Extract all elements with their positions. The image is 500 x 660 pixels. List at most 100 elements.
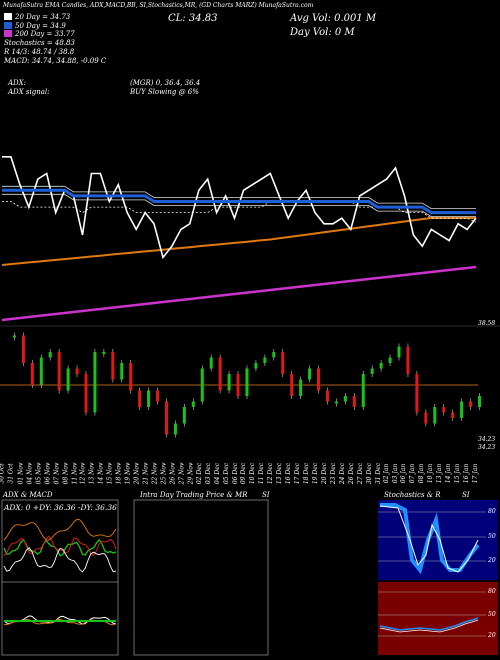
candle-body <box>21 335 25 363</box>
candle-body <box>129 363 133 391</box>
legend-swatch <box>4 30 12 38</box>
candle-body <box>93 352 97 413</box>
r-line <box>379 617 479 631</box>
candle-body <box>75 368 79 374</box>
header-line: MunafaSutra EMA Candles, ADX,MACD,BB, SI… <box>3 2 314 9</box>
legend-label: R 14/3: 48.74 / 38.8 <box>4 47 75 56</box>
legend-item: 20 Day = 34.73 <box>4 13 70 21</box>
orange-ma-line <box>1 217 476 266</box>
adx-minus-line <box>3 535 117 557</box>
r-tick-50: 50 <box>488 611 496 618</box>
legend-item: MACD: 34.74, 34.88, -0.09 C <box>4 57 106 65</box>
candle-body <box>308 368 312 380</box>
candle-body <box>370 368 374 374</box>
candle-body <box>30 363 34 385</box>
adx-label: ADX: <box>8 79 27 87</box>
candle-body <box>236 374 240 396</box>
r-line-2 <box>379 619 479 633</box>
stoch-title: Stochastics & R <box>384 491 441 499</box>
legend-item: 200 Day = 33.77 <box>4 30 75 38</box>
adx-line <box>3 547 117 573</box>
r-tick-20: 20 <box>488 632 496 639</box>
series-line-50-day <box>2 188 476 215</box>
avg-vol: Avg Vol: 0.001 M <box>290 13 377 24</box>
legend-label: 200 Day = 33.77 <box>15 30 75 39</box>
candle-chart <box>0 332 481 438</box>
candle-body <box>200 368 204 402</box>
stoch-tick-50: 50 <box>488 533 496 540</box>
candle-body <box>48 352 52 358</box>
candle-body <box>227 374 231 391</box>
candle-body <box>325 390 329 402</box>
legend-label: 20 Day = 34.73 <box>15 13 71 21</box>
stoch-d-line <box>379 505 479 573</box>
series-line-200-day <box>1 265 477 322</box>
r-panel <box>378 582 498 655</box>
series-line-20-day <box>2 201 477 223</box>
intraday-si: SI <box>262 491 270 499</box>
candle-body <box>442 407 446 413</box>
candle-body <box>352 396 356 407</box>
legend-label: 50 Day = 34.9 <box>15 21 66 30</box>
candle-body <box>209 357 213 369</box>
legend-label: MACD: 34.74, 34.88, -0.09 C <box>4 56 107 65</box>
candle-body <box>469 401 473 407</box>
candle-body <box>182 407 186 424</box>
legend-item: Stochastics = 48.83 <box>4 39 75 47</box>
candle-body <box>254 363 258 369</box>
candle-body <box>245 368 249 396</box>
legend-swatch <box>4 13 12 20</box>
candle-body <box>138 390 142 407</box>
series-line-close <box>2 156 477 260</box>
stoch-si: SI <box>462 491 470 499</box>
intraday-panel <box>133 499 269 656</box>
day-vol: Day Vol: 0 M <box>290 27 355 38</box>
candle-body <box>147 390 151 407</box>
candle-body <box>272 352 276 358</box>
mid-tick-2: 34.23 <box>478 444 496 451</box>
candle-body <box>191 401 195 407</box>
adx-readout: ADX: 0 +DY: 36.36 -DY: 36.36 <box>4 503 117 512</box>
adx-panel-title: ADX & MACD <box>3 491 53 499</box>
candle-body <box>164 401 168 435</box>
candle-body <box>299 379 303 396</box>
candle-body <box>379 363 383 369</box>
price-chart <box>0 156 500 327</box>
adx-panel <box>1 499 119 656</box>
candle-body <box>334 401 338 404</box>
candle-body <box>39 357 43 385</box>
candle-body <box>397 346 401 358</box>
candle-body <box>460 401 464 418</box>
stoch-tick-20: 20 <box>488 557 496 564</box>
candle-body <box>66 368 70 391</box>
adx-plus-line <box>3 538 117 557</box>
candle-body <box>281 352 285 374</box>
candle-body <box>415 374 419 413</box>
candle-body <box>478 396 481 407</box>
candle-body <box>290 374 294 396</box>
price-tick: 38.58 <box>478 320 496 327</box>
mid-tick-1: 34.23 <box>478 436 496 443</box>
candle-body <box>173 423 177 435</box>
candle-body <box>406 346 410 374</box>
candle-body <box>433 407 437 424</box>
candle-body <box>361 374 365 407</box>
intraday-title: Intra Day Trading Price & MR <box>140 491 248 499</box>
stoch-tick-80: 80 <box>488 508 496 515</box>
candle-body <box>218 357 222 391</box>
candle-body <box>57 352 61 391</box>
legend-label: Stochastics = 48.83 <box>4 39 75 48</box>
candle-body <box>343 396 347 402</box>
candle-body <box>451 412 455 418</box>
candle-body <box>263 357 267 363</box>
r-tick-80: 80 <box>488 588 496 595</box>
candle-body <box>317 368 321 391</box>
legend-swatch <box>4 21 12 29</box>
candle-body <box>120 363 124 380</box>
adx-value: (MGR) 0, 36.4, 36.4 <box>130 79 201 87</box>
candle-body <box>156 390 160 402</box>
macd-line <box>3 615 117 625</box>
candle-body <box>102 352 106 354</box>
band-line-0 <box>2 185 476 209</box>
